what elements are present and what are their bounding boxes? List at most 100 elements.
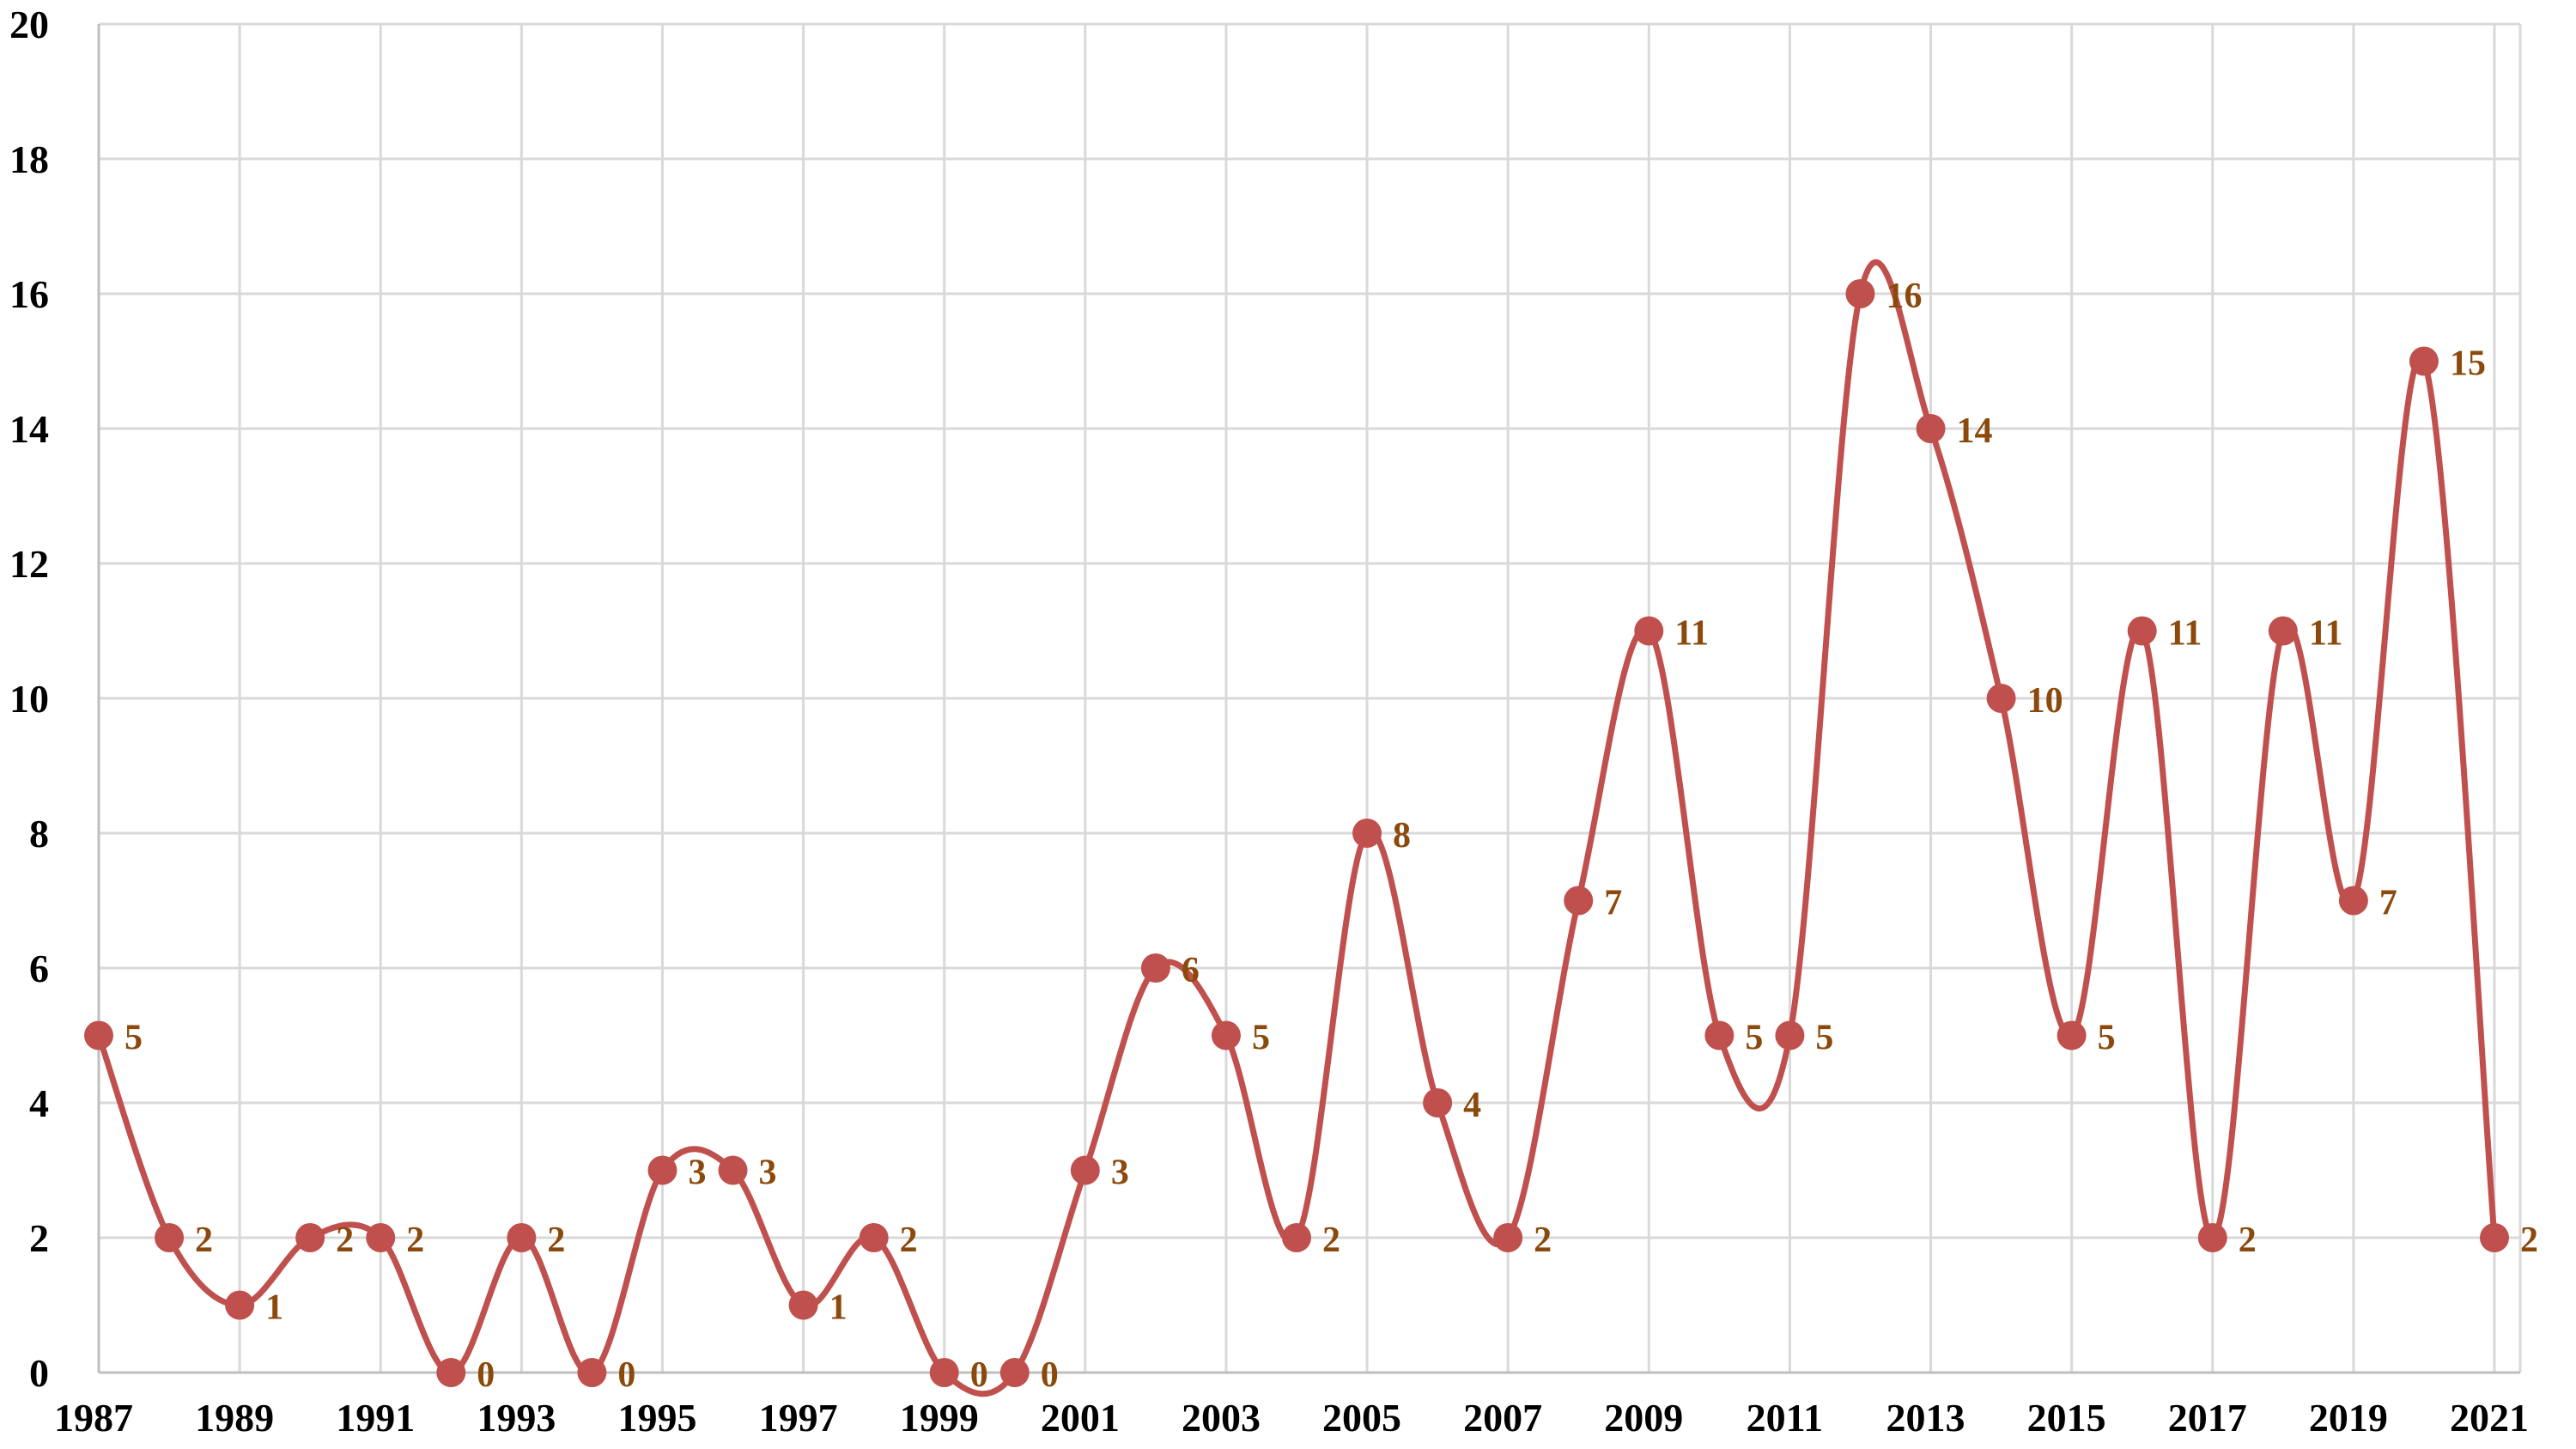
y-tick-label: 18: [9, 137, 49, 181]
data-label: 2: [406, 1221, 424, 1260]
data-label: 2: [2520, 1221, 2538, 1260]
x-axis-tick-labels: 1987 1989 1991 1993 1995 1997 1999 2001 2003 2005…: [54, 1396, 2529, 1440]
y-tick-label: 0: [29, 1351, 49, 1395]
data-label: 0: [970, 1355, 988, 1395]
data-point-marker: [1211, 1020, 1241, 1050]
grid: [99, 22, 2522, 1373]
data-point-marker: [2127, 616, 2157, 646]
data-label: 2: [2239, 1221, 2257, 1260]
data-label: 7: [2379, 884, 2397, 923]
data-point-marker: [1070, 1155, 1100, 1185]
data-label: 2: [1534, 1221, 1552, 1260]
data-label: 15: [2450, 344, 2486, 384]
y-tick-label: 6: [29, 947, 49, 990]
x-tick-label: 1997: [759, 1396, 838, 1440]
x-tick-label: 2009: [1604, 1396, 1683, 1440]
x-tick-label: 1999: [900, 1396, 979, 1440]
data-label: 5: [1252, 1019, 1270, 1058]
data-point-marker: [1916, 414, 1946, 443]
data-point-marker: [1845, 279, 1875, 308]
data-point-marker: [366, 1223, 396, 1252]
data-point-marker: [1282, 1223, 1311, 1252]
x-tick-label: 2011: [1747, 1396, 1823, 1440]
data-point-marker: [2480, 1223, 2509, 1252]
data-point-marker: [577, 1358, 607, 1387]
x-tick-label: 2003: [1182, 1396, 1261, 1440]
data-label: 2: [900, 1221, 918, 1260]
data-label: 0: [477, 1355, 495, 1395]
data-point-marker: [999, 1358, 1030, 1387]
x-tick-label: 1993: [477, 1396, 556, 1440]
data-label: 2: [1322, 1221, 1340, 1260]
data-label: 11: [2309, 614, 2343, 654]
data-label: 3: [688, 1154, 706, 1193]
data-point-marker: [2268, 616, 2298, 646]
data-point-marker: [1634, 616, 1664, 646]
y-axis-tick-labels: 0 2 4 6 8 10 12 14 16 18 20: [9, 3, 49, 1395]
data-label: 2: [195, 1221, 213, 1260]
data-point-marker: [507, 1223, 537, 1252]
data-label: 0: [617, 1355, 635, 1395]
data-label: 16: [1886, 277, 1922, 316]
data-point-marker: [1775, 1020, 1805, 1050]
data-point-marker: [929, 1358, 959, 1387]
data-label: 14: [1957, 411, 1993, 451]
data-label: 0: [1041, 1355, 1059, 1395]
data-point-marker: [155, 1223, 185, 1252]
x-tick-label: 1991: [336, 1396, 415, 1440]
data-label: 5: [2098, 1019, 2116, 1058]
y-tick-label: 12: [9, 542, 49, 586]
data-point-marker: [2338, 886, 2368, 916]
data-label: 4: [1463, 1086, 1481, 1125]
axes: [97, 24, 2520, 1374]
data-label-layer: 5 2 1 2 2 0 2 0 3 3 1 2 0 0 3 6 5 2 8 4 2 7 11 5 5 16 14 10 5 11 2 11 7 1…: [125, 277, 2538, 1395]
data-point-marker: [1140, 953, 1170, 983]
data-point-marker: [295, 1223, 325, 1252]
x-tick-label: 2019: [2309, 1396, 2388, 1440]
data-label: 11: [2168, 614, 2202, 654]
y-tick-label: 4: [29, 1081, 49, 1125]
data-point-marker: [2057, 1020, 2087, 1050]
data-point-marker: [718, 1155, 748, 1185]
data-point-marker: [225, 1290, 255, 1320]
x-tick-label: 2005: [1322, 1396, 1401, 1440]
data-label: 1: [829, 1288, 848, 1328]
data-point-marker: [1352, 819, 1382, 848]
y-tick-label: 20: [9, 3, 49, 46]
y-tick-label: 2: [29, 1216, 49, 1260]
x-tick-label: 1987: [54, 1396, 133, 1440]
x-tick-label: 2017: [2168, 1396, 2247, 1440]
x-tick-label: 2021: [2450, 1396, 2529, 1440]
data-point-marker: [788, 1290, 818, 1320]
y-tick-label: 8: [29, 812, 49, 855]
x-tick-label: 2015: [2027, 1396, 2106, 1440]
data-label: 5: [125, 1019, 143, 1058]
marker-layer: [84, 279, 2509, 1387]
data-point-marker: [1564, 886, 1594, 916]
data-label: 2: [547, 1221, 565, 1260]
x-tick-label: 2001: [1041, 1396, 1120, 1440]
data-point-marker: [1493, 1223, 1523, 1252]
data-point-marker: [859, 1223, 889, 1252]
data-point-marker: [436, 1358, 466, 1387]
y-tick-label: 16: [9, 272, 49, 316]
data-label: 5: [1815, 1019, 1833, 1058]
data-point-marker: [2409, 346, 2439, 376]
x-tick-label: 2013: [1886, 1396, 1965, 1440]
data-label: 8: [1393, 816, 1411, 855]
data-label: 3: [1111, 1154, 1129, 1193]
data-point-marker: [1423, 1088, 1453, 1117]
data-point-marker: [2197, 1223, 2227, 1252]
data-point-marker: [1986, 684, 2016, 713]
data-label: 11: [1674, 614, 1709, 654]
data-label: 6: [1182, 951, 1200, 990]
x-tick-label: 1995: [617, 1396, 696, 1440]
data-label: 7: [1604, 884, 1622, 923]
x-tick-label: 2007: [1463, 1396, 1542, 1440]
data-label: 10: [2027, 681, 2063, 721]
data-label: 1: [265, 1288, 283, 1328]
data-point-marker: [1704, 1020, 1735, 1050]
x-tick-label: 1989: [195, 1396, 274, 1440]
